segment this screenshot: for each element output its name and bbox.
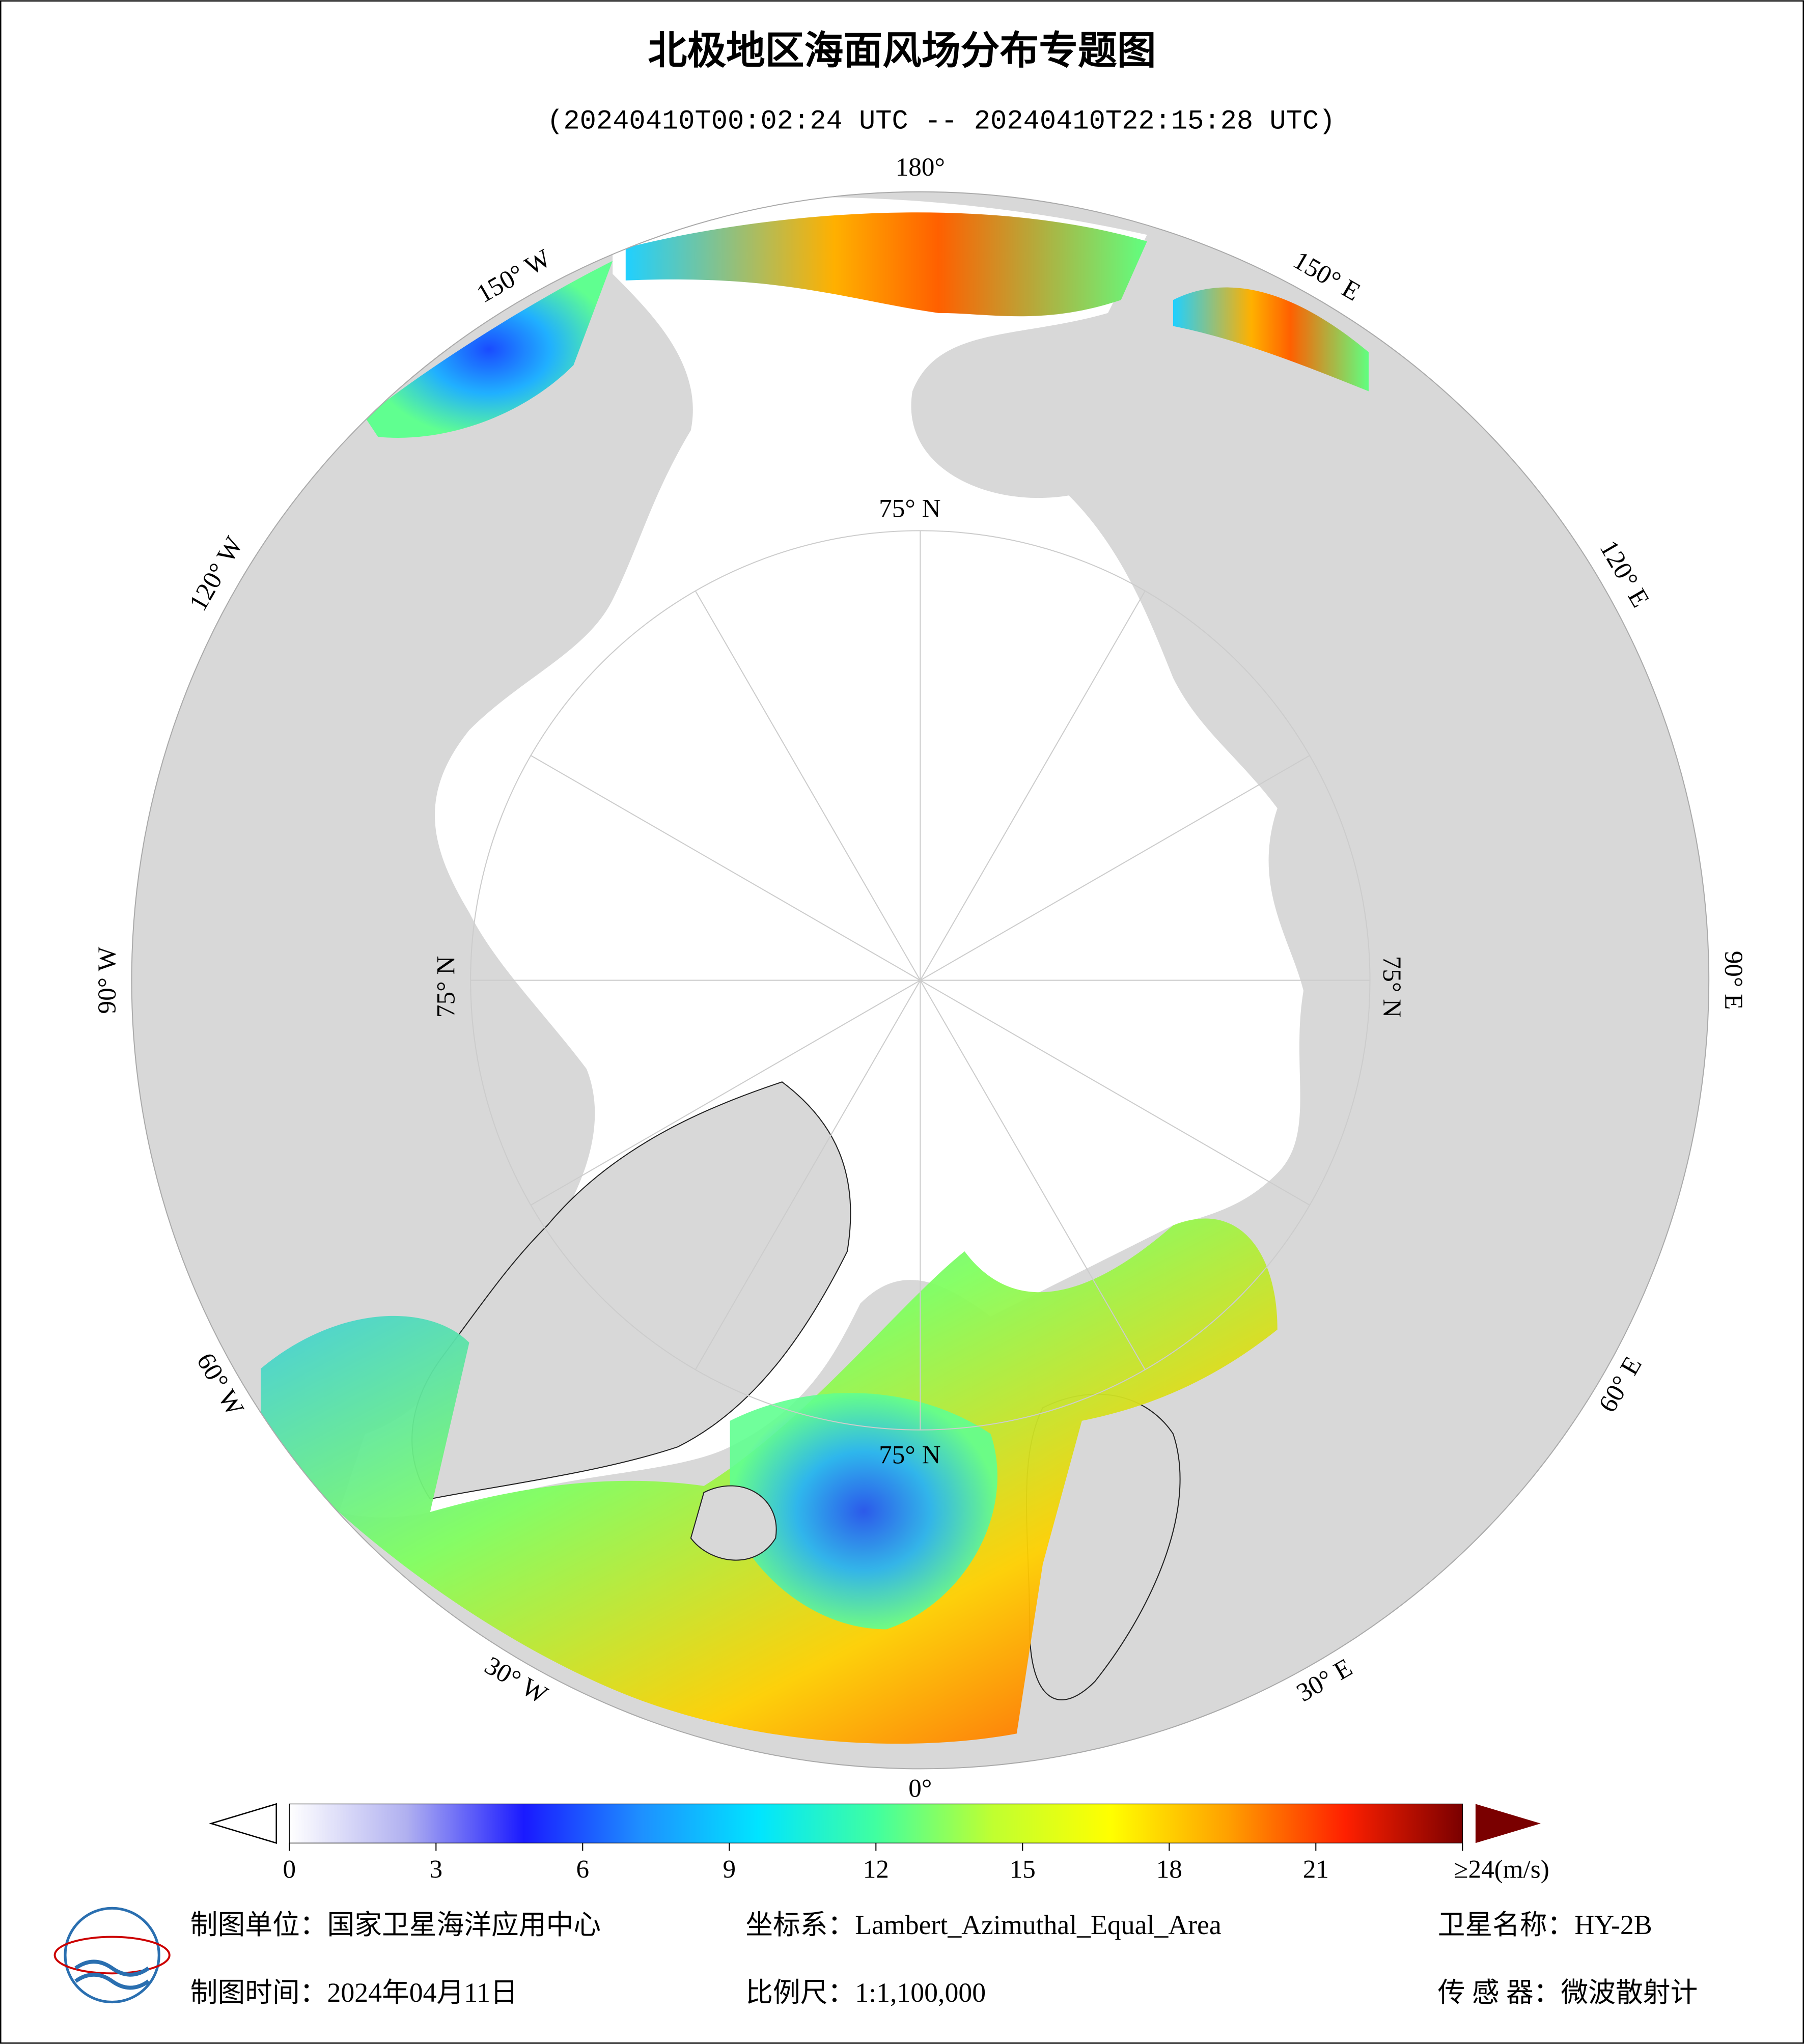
- longitude-label: 90° W: [93, 946, 122, 1014]
- map-border: [131, 191, 1710, 1770]
- title: 北极地区海面风场分布专题图: [648, 30, 1156, 73]
- latitude-label: 75° N: [879, 1440, 940, 1469]
- footer-satellite: 卫星名称：HY-2B: [1438, 1910, 1652, 1940]
- colorbar-tick-label: 0: [283, 1855, 296, 1884]
- iceland: [690, 1485, 777, 1561]
- colorbar-tick-label: 6: [576, 1855, 590, 1884]
- colorbar-bar: [289, 1803, 1463, 1843]
- footer-coordinate-system: 坐标系：Lambert_Azimuthal_Equal_Area: [745, 1910, 1222, 1940]
- graticule: [470, 530, 1370, 1430]
- wind-field-pacific: [625, 212, 1147, 317]
- colorbar-tick-label: 15: [1010, 1855, 1036, 1884]
- subtitle: (20240410T00:02:24 UTC -- 20240410T22:15…: [547, 106, 1335, 137]
- meridian: [920, 979, 1310, 1206]
- footer-unit: 制图单位：国家卫星海洋应用中心: [190, 1910, 601, 1940]
- logo: [53, 1907, 171, 2004]
- latitude-label: 75° N: [1377, 956, 1406, 1018]
- meridian: [920, 755, 1310, 981]
- arctic-ocean: [339, 197, 1303, 1518]
- colorbar-tick-label: 21: [1303, 1855, 1329, 1884]
- meridian: [920, 591, 1146, 981]
- meridian: [695, 591, 921, 981]
- longitude-label: 0°: [908, 1774, 932, 1803]
- meridian: [920, 980, 1146, 1370]
- wind-field-beaufort: [365, 261, 613, 438]
- colorbar-min-arrow: [209, 1803, 277, 1844]
- colorbar-tick-label: 3: [430, 1855, 443, 1884]
- colorbar-tick-label: 9: [723, 1855, 736, 1884]
- colorbar-tick-label: 18: [1156, 1855, 1182, 1884]
- meridian: [695, 980, 921, 1370]
- colorbar-max-arrow: [1475, 1804, 1541, 1843]
- longitude-label: 180°: [896, 153, 945, 182]
- latitude-label: 75° N: [879, 494, 940, 523]
- colorbar-tick-label: ≥24(m/s): [1454, 1855, 1549, 1884]
- latitude-label: 75° N: [431, 956, 460, 1018]
- longitude-label: 90° E: [1719, 951, 1748, 1010]
- wind-field-norwegian-sea: [730, 1393, 997, 1630]
- meridian: [530, 755, 921, 981]
- footer-sensor: 传 感 器：微波散射计: [1438, 1977, 1698, 2008]
- footer-date: 制图时间：2024年04月11日: [190, 1977, 518, 2008]
- colorbar: 0 3 6 9 12 15 18 21 ≥24(m/s): [209, 1803, 1549, 1884]
- footer-scale: 比例尺：1:1,100,000: [745, 1977, 986, 2008]
- colorbar-tick-label: 12: [863, 1855, 889, 1884]
- wind-field-okhotsk: [1173, 287, 1369, 391]
- meridian: [530, 979, 921, 1206]
